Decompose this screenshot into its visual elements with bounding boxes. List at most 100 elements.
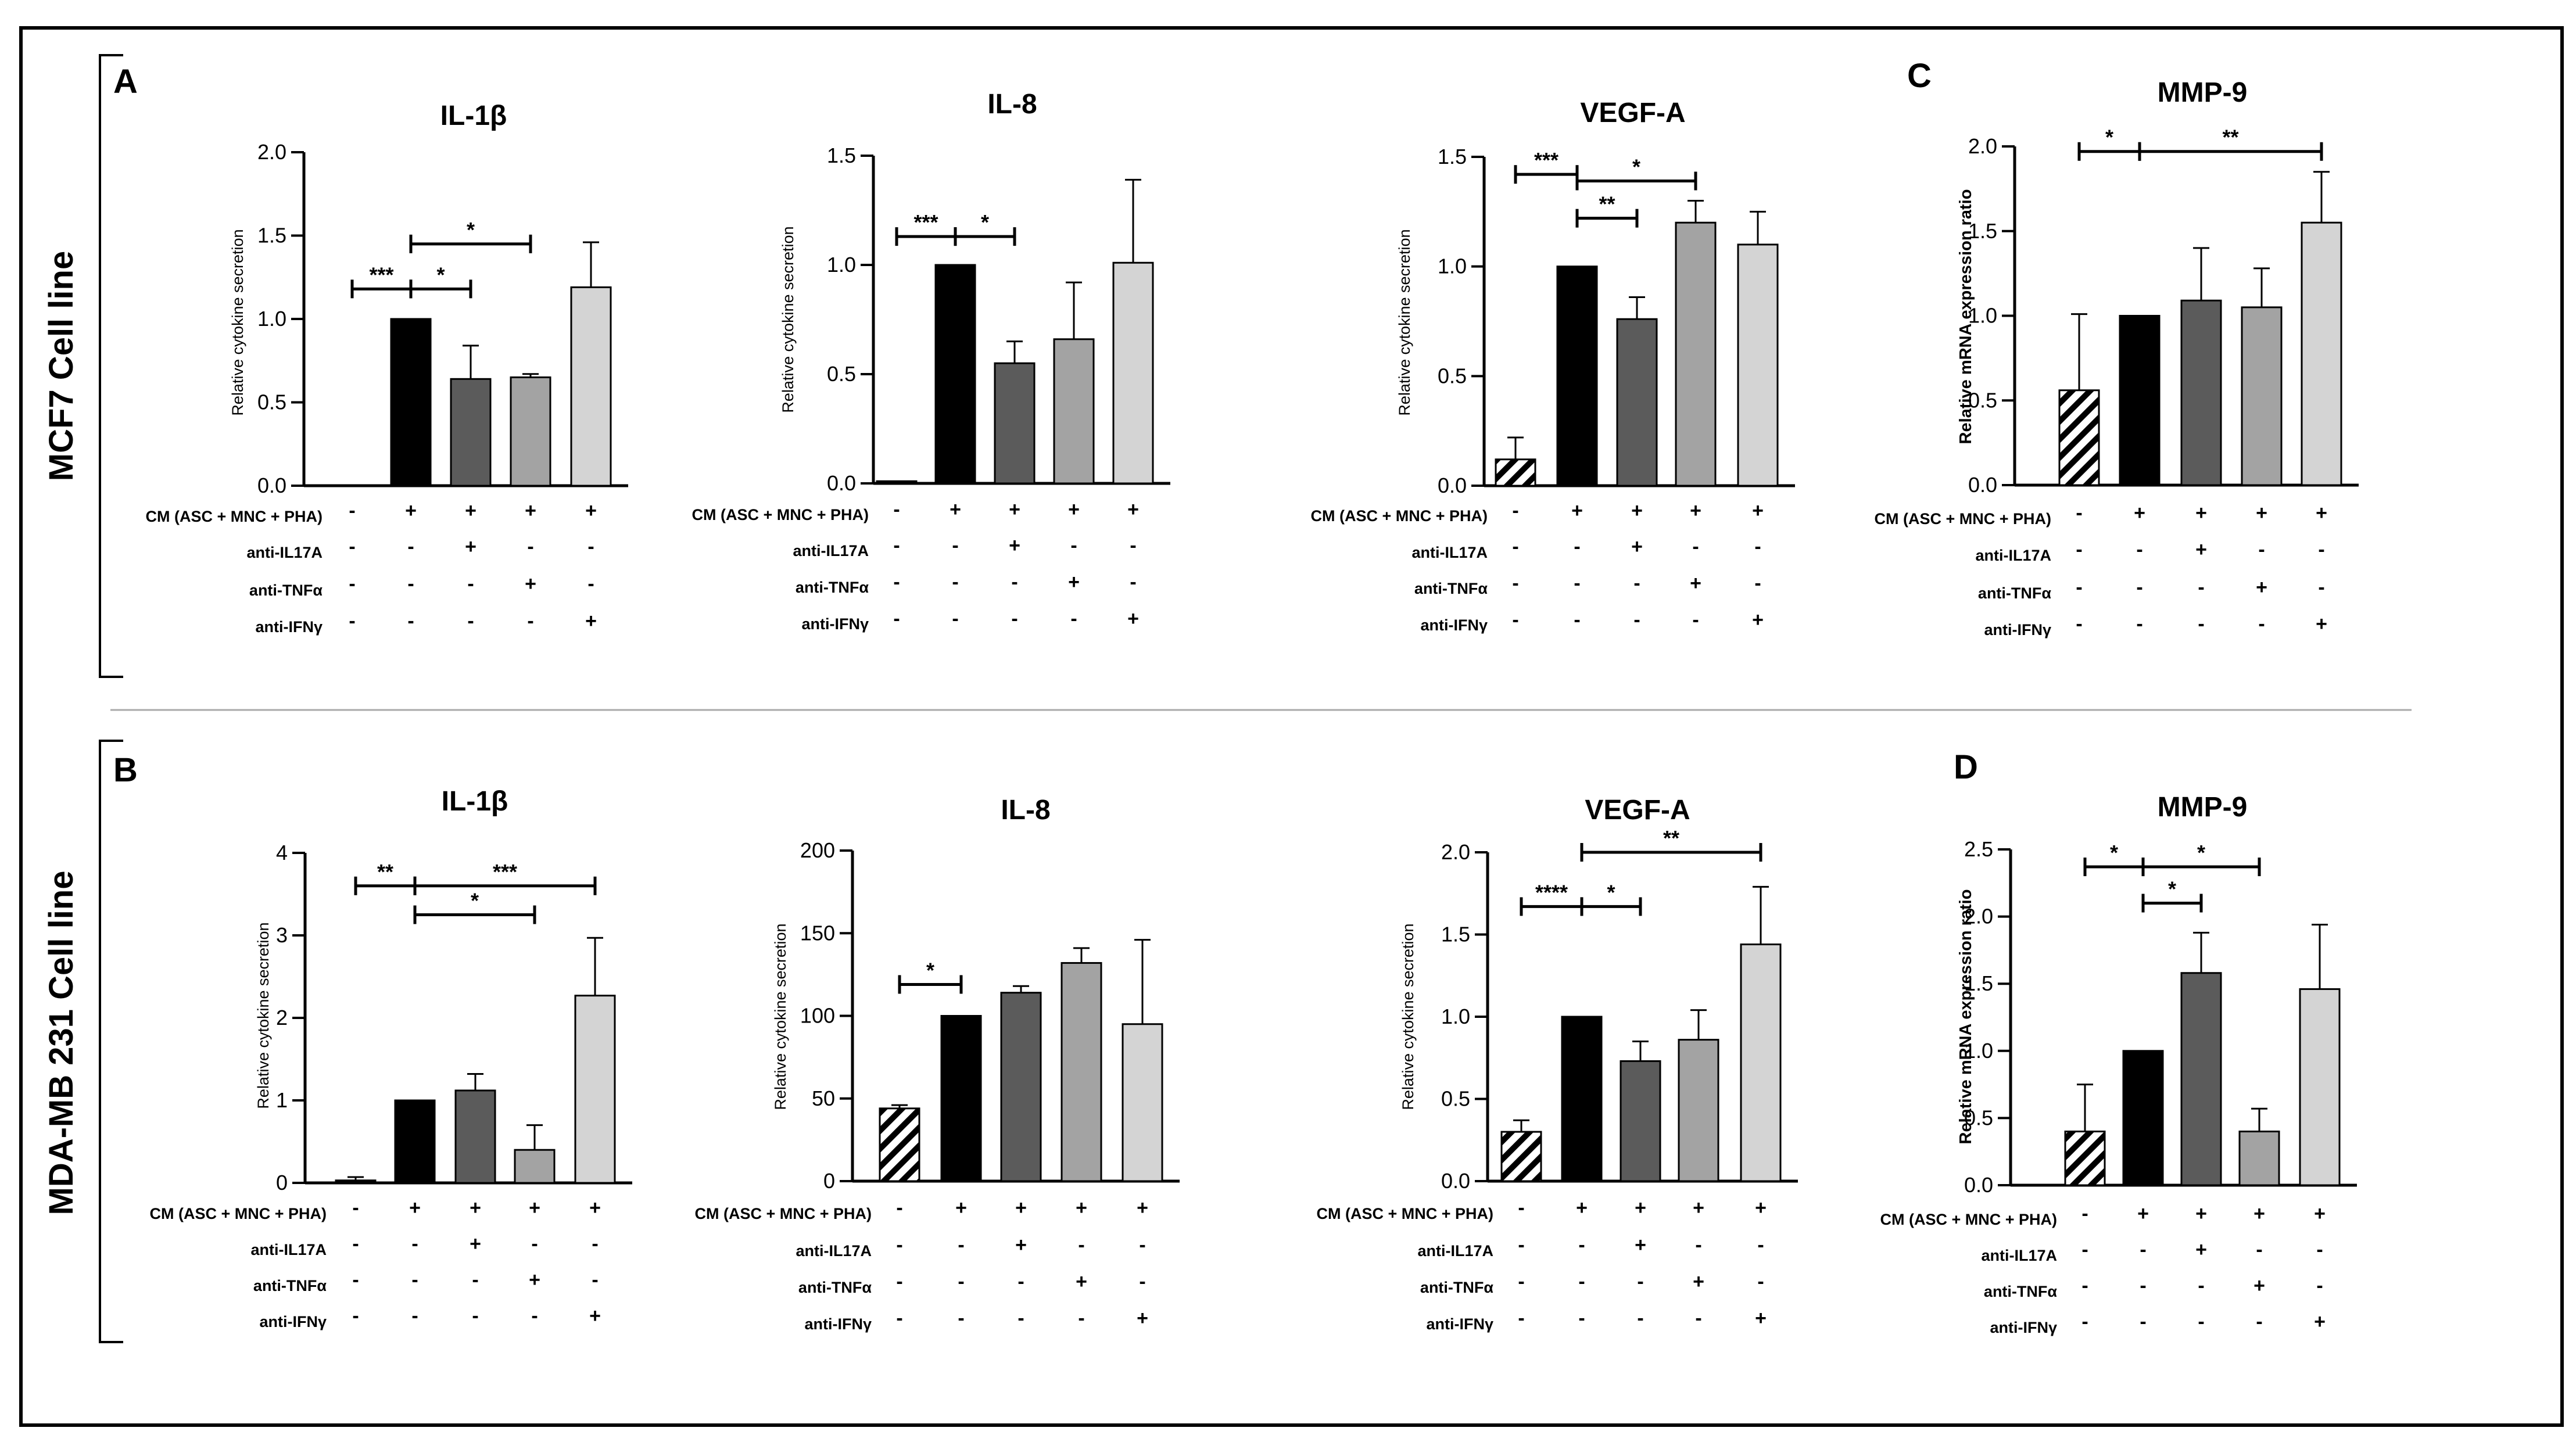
chart-title: IL-8 <box>987 89 1037 120</box>
y-tick-label: 0.5 <box>257 390 286 414</box>
condition-label: anti-IL17A <box>1411 544 1488 561</box>
significance-label: * <box>471 889 479 913</box>
condition-sign: - <box>587 573 594 595</box>
condition-sign: - <box>349 610 355 632</box>
condition-sign: - <box>1512 572 1518 594</box>
condition-label: CM (ASC + MNC + PHA) <box>1310 507 1488 525</box>
condition-label: anti-TNFα <box>796 579 869 596</box>
condition-sign: - <box>467 610 474 632</box>
y-tick-label: 2.5 <box>1964 837 1993 861</box>
condition-label: CM (ASC + MNC + PHA) <box>692 506 869 523</box>
condition-label: anti-IL17A <box>250 1241 327 1258</box>
condition-sign: - <box>2198 1311 2204 1333</box>
condition-sign: - <box>2258 539 2265 561</box>
condition-label: CM (ASC + MNC + PHA) <box>1880 1211 2057 1228</box>
condition-sign: - <box>1518 1234 1524 1256</box>
condition-sign: + <box>1576 1197 1588 1219</box>
bar <box>2180 299 2222 486</box>
condition-sign: + <box>1752 609 1764 631</box>
condition-sign: + <box>2256 576 2267 598</box>
condition-label: anti-IFNγ <box>1426 1315 1493 1333</box>
significance-label: *** <box>369 263 393 286</box>
chart-title: MMP-9 <box>2158 792 2248 823</box>
bar <box>994 362 1036 485</box>
condition-sign: - <box>1070 608 1077 630</box>
condition-sign: - <box>958 1271 964 1293</box>
bar <box>1053 338 1095 485</box>
condition-sign: + <box>2195 502 2207 524</box>
panel-label-d: D <box>1954 748 1978 786</box>
significance-label: * <box>926 958 934 982</box>
condition-sign: - <box>1130 571 1136 593</box>
condition-label: anti-IL17A <box>793 542 869 559</box>
condition-sign: - <box>1011 571 1017 593</box>
condition-sign: - <box>407 573 414 595</box>
significance-label: ** <box>377 860 393 884</box>
condition-label: anti-TNFα <box>1984 1283 2057 1300</box>
y-tick-label: 1.5 <box>1438 145 1467 168</box>
condition-sign: - <box>2081 1239 2088 1261</box>
condition-sign: - <box>1139 1271 1145 1293</box>
row-bracket-bottom <box>99 740 123 1343</box>
condition-sign: + <box>525 500 536 522</box>
bar <box>390 318 432 487</box>
bar <box>879 1107 920 1182</box>
condition-sign: + <box>1571 500 1583 522</box>
y-tick-label: 2.0 <box>257 140 286 164</box>
y-tick-label: 0.0 <box>257 474 286 497</box>
condition-sign: + <box>2134 502 2145 524</box>
condition-sign: - <box>2316 1275 2323 1297</box>
significance-label: * <box>1632 155 1640 179</box>
condition-sign: - <box>1633 572 1640 594</box>
condition-sign: - <box>1754 536 1761 558</box>
y-tick-label: 0.5 <box>1438 364 1467 388</box>
condition-sign: - <box>1695 1307 1701 1329</box>
bar <box>450 378 492 487</box>
condition-sign: - <box>349 536 355 558</box>
bar <box>1500 1131 1542 1182</box>
condition-sign: - <box>2258 613 2265 635</box>
chart-title: IL-1β <box>442 786 508 817</box>
bar <box>1112 261 1154 485</box>
bar <box>394 1099 436 1184</box>
condition-sign: - <box>896 1197 902 1219</box>
condition-label: CM (ASC + MNC + PHA) <box>694 1205 872 1222</box>
y-tick-label: 1.5 <box>257 224 286 247</box>
condition-sign: - <box>352 1305 359 1327</box>
significance-label: *** <box>493 860 517 884</box>
bar <box>1678 1039 1719 1182</box>
condition-label: anti-IFNγ <box>1420 616 1488 634</box>
y-tick-label: 2.0 <box>1441 840 1470 864</box>
condition-label: anti-IL17A <box>246 544 323 561</box>
y-tick-label: 1.5 <box>1964 971 1993 995</box>
bar <box>570 286 612 487</box>
condition-sign: + <box>470 1233 481 1255</box>
condition-sign: + <box>2195 539 2207 561</box>
bar <box>940 1015 982 1182</box>
condition-sign: - <box>411 1233 418 1255</box>
condition-sign: - <box>952 571 958 593</box>
condition-sign: - <box>893 571 900 593</box>
outer-frame <box>19 26 2564 1427</box>
bar <box>454 1089 496 1184</box>
y-tick-label: 0.0 <box>1438 474 1467 497</box>
condition-sign: - <box>531 1233 538 1255</box>
condition-sign: - <box>958 1307 964 1329</box>
condition-sign: + <box>950 498 961 521</box>
bar <box>510 376 551 487</box>
condition-sign: - <box>893 498 900 521</box>
bar <box>2238 1131 2280 1186</box>
condition-sign: + <box>1755 1197 1767 1219</box>
condition-sign: + <box>1137 1197 1148 1219</box>
condition-sign: + <box>470 1197 481 1219</box>
y-tick-label: 0.5 <box>1968 388 1997 412</box>
condition-sign: - <box>587 536 594 558</box>
chart-a2: IL-8 0.0 0.5 1.0 1.5 Relative cytokine secret… <box>692 89 1170 633</box>
y-tick-label: 0.0 <box>1964 1173 1993 1197</box>
y-tick-label: 1.5 <box>1441 923 1470 946</box>
condition-sign: - <box>1512 500 1518 522</box>
condition-sign: - <box>2140 1311 2146 1333</box>
significance-label: **** <box>1535 880 1568 904</box>
significance-label: * <box>436 263 445 286</box>
